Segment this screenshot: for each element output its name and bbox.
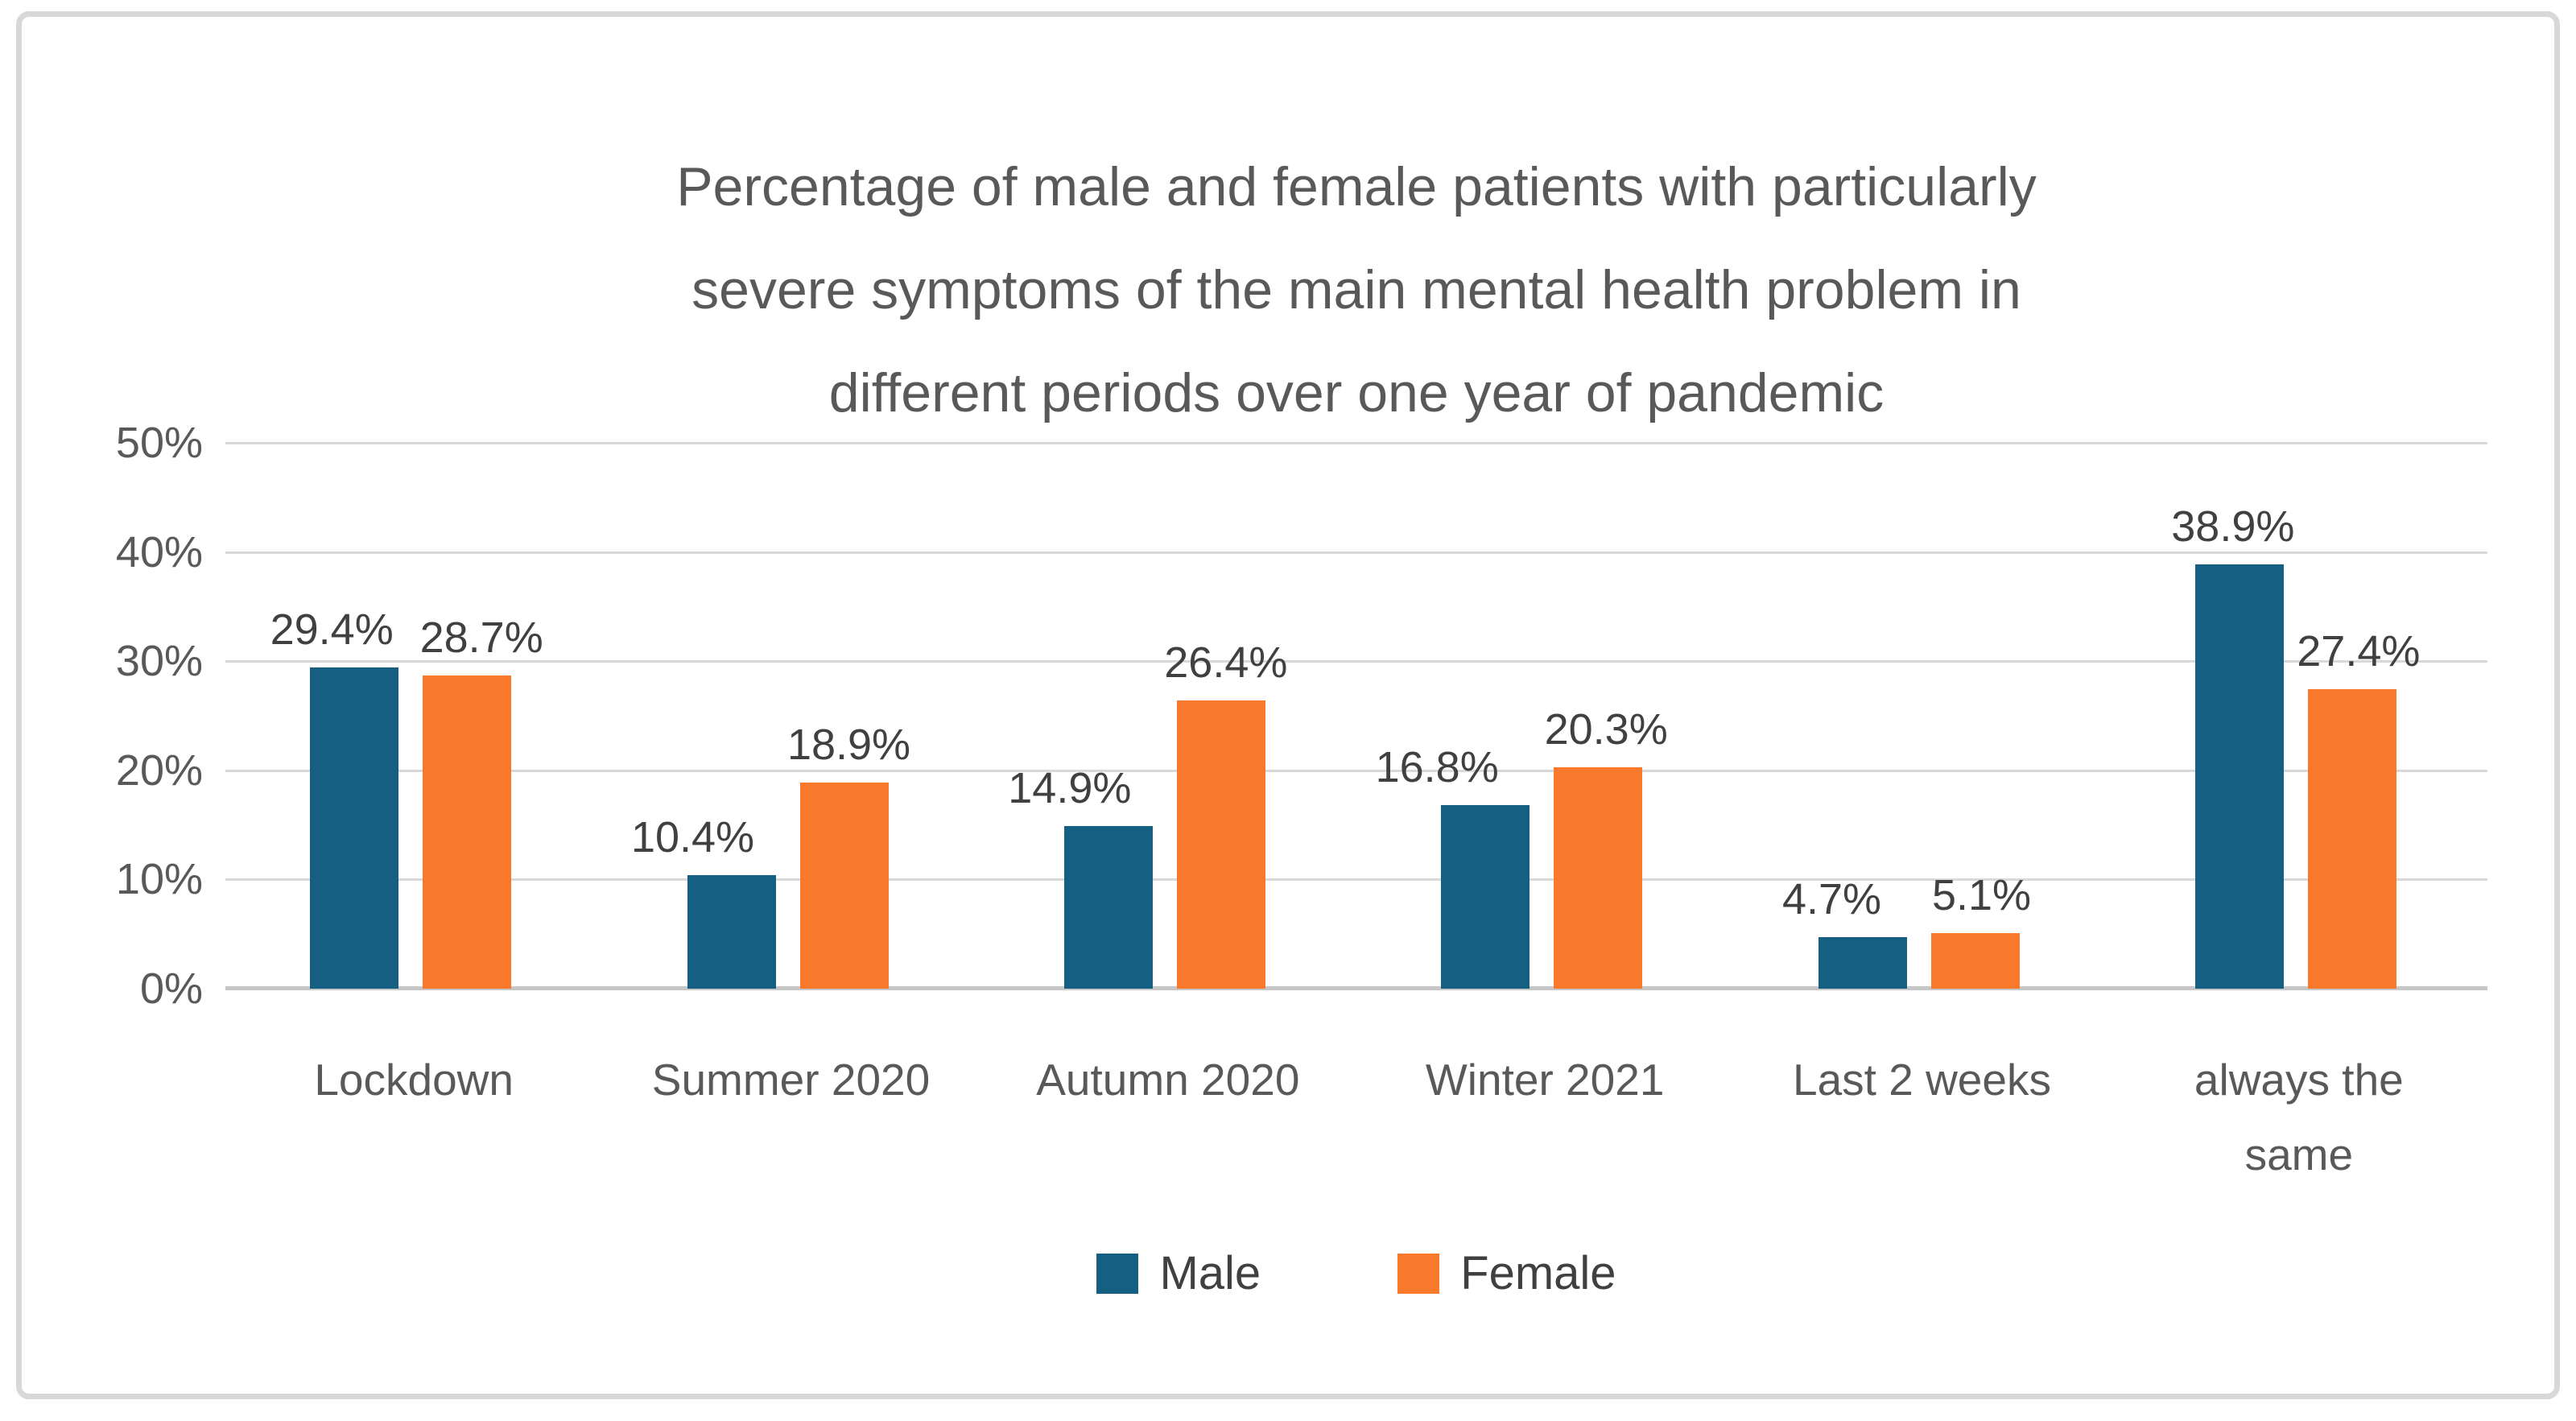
gridline-30 [225,660,2487,663]
bar-female-0 [423,675,512,989]
legend: Male Female [137,1246,2576,1300]
bar-female-4 [1930,932,2020,989]
legend-label-female: Female [1460,1247,1616,1299]
bar-female-2 [1176,700,1265,989]
y-tick-label-20%: 20% [115,746,203,795]
chart-title-line-2: severe symptoms of the main mental healt… [691,259,2021,320]
value-label-female-1: 18.9% [786,720,911,769]
value-label-male-3: 16.8% [1375,743,1499,792]
x-category-label-5: always the same [2194,1055,2404,1179]
x-category-label-3: Winter 2021 [1425,1055,1665,1105]
legend-swatch-female [1397,1253,1440,1294]
bar-male-2 [1063,825,1153,989]
legend-swatch-male [1096,1253,1139,1294]
value-label-female-3: 20.3% [1544,704,1668,754]
legend-item-female: Female [1397,1246,1616,1300]
y-tick-label-0%: 0% [139,965,203,1013]
x-category-label-0: Lockdown [314,1055,514,1105]
legend-item-male: Male [1096,1246,1261,1300]
y-tick-label-50%: 50% [115,419,203,467]
y-tick-label-30%: 30% [115,637,203,686]
plot-area: 29.4% 10.4% 14.9% 16.8% 4.7% 38.9% 28.7% 18.9% 2… [225,442,2487,990]
chart-title-line-3: different periods over one year of pande… [828,362,1885,423]
gridline-10 [225,878,2487,882]
gridline-40 [225,551,2487,554]
value-label-male-0: 29.4% [270,605,394,655]
bar-male-0 [310,667,399,989]
chart-title-line-1: Percentage of male and female patients w… [676,156,2037,217]
value-label-male-2: 14.9% [1008,763,1132,812]
value-label-male-5: 38.9% [2171,502,2295,551]
x-category-label-4: Last 2 weeks [1792,1055,2051,1105]
value-label-female-5: 27.4% [2297,627,2421,676]
value-label-female-0: 28.7% [419,613,543,662]
x-category-label-1: Summer 2020 [651,1055,931,1105]
bar-female-5 [2307,689,2396,989]
bar-male-4 [1818,937,1907,989]
legend-label-male: Male [1159,1247,1261,1299]
bar-male-5 [2194,564,2284,989]
bar-male-3 [1441,805,1530,989]
y-tick-label-40%: 40% [115,527,203,576]
value-label-male-4: 4.7% [1781,875,1882,924]
gridline-50 [225,442,2487,444]
x-axis-line [225,986,2487,990]
value-label-female-2: 26.4% [1164,638,1288,688]
bar-female-3 [1554,766,1643,989]
y-tick-label-10%: 10% [115,855,203,904]
value-label-male-1: 10.4% [630,812,755,861]
gridline-20 [225,769,2487,772]
bar-female-1 [799,782,889,989]
x-category-label-2: Autumn 2020 [1036,1055,1300,1105]
value-label-female-4: 5.1% [1931,870,2032,919]
bar-male-1 [687,874,776,989]
chart-title: Percentage of male and female patients w… [390,135,2322,444]
